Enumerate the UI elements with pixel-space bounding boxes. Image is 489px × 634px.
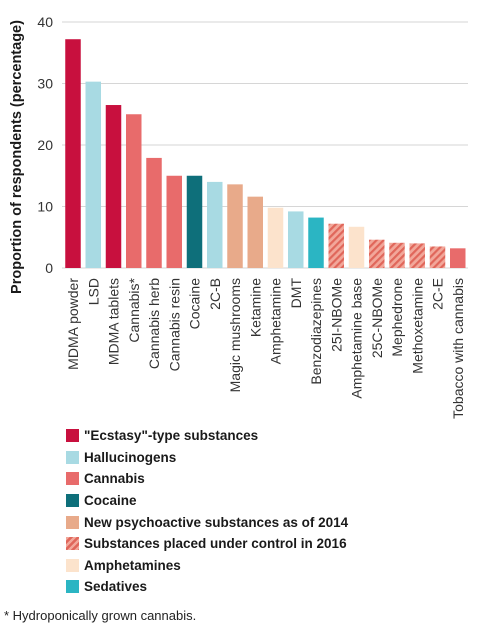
y-tick-label: 0 — [45, 260, 53, 276]
x-tick-label: 2C-E — [430, 278, 446, 310]
legend-swatch — [66, 472, 79, 486]
legend-swatch — [66, 494, 79, 508]
legend-item: Substances placed under control in 2016 — [66, 533, 348, 555]
bar-mdma-tablets — [105, 105, 122, 269]
x-tick-label: Benzodiazepines — [308, 278, 324, 385]
bar-25c-nbome — [369, 239, 385, 268]
legend: "Ecstasy"-type substances Hallucinogens Ca… — [66, 425, 348, 598]
x-tick-label: 25C-NBOMe — [369, 278, 385, 358]
x-tick-label: MDMA powder — [65, 278, 81, 370]
bar-amphetamine — [267, 207, 284, 268]
x-tick-label: Methoxetamine — [409, 278, 425, 374]
bar-cannabis-resin — [166, 175, 182, 268]
legend-item: New psychoactive substances as of 2014 — [66, 511, 348, 533]
legend-label: Hallucinogens — [84, 449, 177, 465]
bars — [65, 39, 466, 269]
x-tick-label: Cocaine — [187, 278, 203, 330]
x-tick-label: Amphetamine base — [349, 278, 365, 399]
bar-lsd — [85, 81, 101, 268]
x-tick-label: MDMA tablets — [106, 278, 122, 365]
x-tick-label: DMT — [288, 278, 304, 309]
legend-item: "Ecstasy"-type substances — [66, 425, 348, 447]
legend-swatch — [66, 429, 79, 443]
bar-mephedrone — [389, 242, 405, 268]
bar-2c-b — [207, 181, 223, 268]
y-tick-label: 20 — [37, 137, 53, 153]
y-axis-label: Proportion of respondents (percentage) — [9, 20, 25, 294]
legend-label: New psychoactive substances as of 2014 — [84, 514, 349, 530]
bar-mdma-powder — [65, 39, 81, 268]
legend-label: Sedatives — [84, 579, 148, 595]
x-tick-label: 2C-B — [207, 278, 223, 310]
legend-label: Cocaine — [84, 493, 137, 509]
legend-swatch — [66, 450, 79, 464]
legend-swatch — [66, 537, 79, 551]
bar-tobacco-with-cannabis — [450, 248, 466, 268]
legend-item: Hallucinogens — [66, 447, 348, 469]
y-tick-label: 10 — [37, 199, 53, 215]
x-tick-label: Cannabis herb — [146, 278, 162, 369]
bar-benzodiazepines — [308, 217, 324, 268]
footnote: * Hydroponically grown cannabis. — [4, 608, 197, 623]
bar-2c-e — [429, 246, 446, 268]
x-tick-label: Cannabis* — [126, 277, 142, 342]
legend-label: Substances placed under control in 2016 — [84, 536, 347, 552]
legend-label: "Ecstasy"-type substances — [84, 428, 259, 444]
x-tick-label: Amphetamine — [268, 278, 284, 365]
x-tick-label: 25I-NBOMe — [328, 278, 344, 352]
x-tick-label: Cannabis resin — [166, 278, 182, 371]
x-tick-label: Mephedrone — [389, 278, 405, 357]
legend-item: Sedatives — [66, 576, 348, 598]
x-axis-ticks: MDMA powder LSD MDMA tablets Cannabis* Canna… — [65, 277, 466, 418]
bar-ketamine — [247, 196, 263, 268]
x-tick-label: Ketamine — [247, 278, 263, 337]
bar-cannabis — [126, 114, 142, 268]
y-tick-label: 40 — [37, 14, 53, 30]
x-tick-label: LSD — [85, 278, 101, 305]
bar-magic-mushrooms — [227, 184, 243, 268]
bar-cannabis-herb — [146, 157, 162, 268]
legend-item: Amphetamines — [66, 555, 348, 577]
bar-25i-nbome — [328, 223, 344, 268]
legend-swatch — [66, 580, 79, 594]
legend-swatch — [66, 558, 79, 572]
x-tick-label: Tobacco with cannabis — [450, 278, 466, 419]
legend-label: Amphetamines — [84, 557, 181, 573]
bar-cocaine — [186, 175, 203, 268]
legend-item: Cannabis — [66, 468, 348, 490]
bar-methoxetamine — [409, 243, 425, 268]
y-tick-label: 30 — [37, 76, 53, 92]
bar-amphetamine-base — [348, 226, 365, 268]
y-axis-ticks: 0 10 20 30 40 — [37, 14, 53, 276]
bar-dmt — [288, 211, 304, 268]
legend-label: Cannabis — [84, 471, 145, 487]
x-tick-label: Magic mushrooms — [227, 278, 243, 392]
legend-item: Cocaine — [66, 490, 348, 512]
legend-swatch — [66, 515, 79, 529]
gridlines — [62, 21, 468, 269]
